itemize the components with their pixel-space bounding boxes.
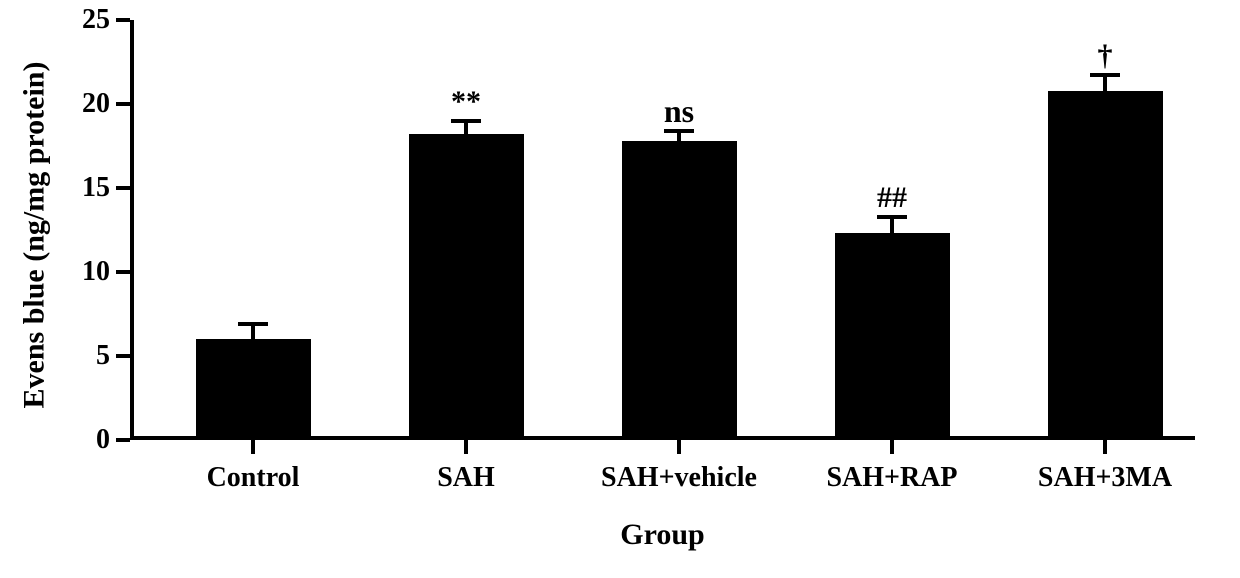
x-tick-label: Control	[133, 462, 373, 494]
error-bar-cap	[877, 215, 907, 219]
x-tick-label: SAH	[346, 462, 586, 494]
significance-label: †	[1005, 39, 1205, 73]
error-bar-stem	[890, 217, 894, 234]
significance-label: ##	[792, 181, 992, 215]
y-tick-label: 25	[50, 4, 110, 36]
y-tick	[116, 186, 130, 190]
x-tick	[890, 440, 894, 454]
bar	[835, 233, 950, 440]
x-tick	[677, 440, 681, 454]
x-tick	[251, 440, 255, 454]
y-tick	[116, 18, 130, 22]
y-axis-line	[130, 20, 134, 440]
y-tick-label: 15	[50, 172, 110, 204]
y-axis-title: Evens blue (ng/mg protein)	[17, 62, 51, 409]
y-tick	[116, 438, 130, 442]
x-tick-label: SAH+vehicle	[559, 462, 799, 494]
plot-area: 0510152025ControlSAH**SAH+vehiclensSAH+R…	[130, 20, 1195, 440]
y-tick-label: 0	[50, 424, 110, 456]
error-bar-stem	[464, 121, 468, 134]
error-bar-stem	[251, 324, 255, 339]
x-axis-title: Group	[130, 518, 1195, 552]
x-tick-label: SAH+RAP	[772, 462, 1012, 494]
x-tick	[464, 440, 468, 454]
y-tick-label: 10	[50, 256, 110, 288]
y-axis-title-wrap: Evens blue (ng/mg protein)	[14, 0, 54, 470]
error-bar-cap	[238, 322, 268, 326]
chart-container: Evens blue (ng/mg protein) Group 0510152…	[0, 0, 1240, 578]
y-tick	[116, 354, 130, 358]
x-tick-label: SAH+3MA	[985, 462, 1225, 494]
significance-label: **	[366, 85, 566, 119]
error-bar-cap	[1090, 73, 1120, 77]
error-bar-cap	[451, 119, 481, 123]
x-tick	[1103, 440, 1107, 454]
error-bar-stem	[1103, 75, 1107, 90]
significance-label: ns	[579, 93, 779, 130]
bar	[1048, 91, 1163, 440]
bar	[409, 134, 524, 440]
y-tick-label: 20	[50, 88, 110, 120]
bar	[622, 141, 737, 440]
y-tick	[116, 270, 130, 274]
y-tick	[116, 102, 130, 106]
y-tick-label: 5	[50, 340, 110, 372]
bar	[196, 339, 311, 440]
